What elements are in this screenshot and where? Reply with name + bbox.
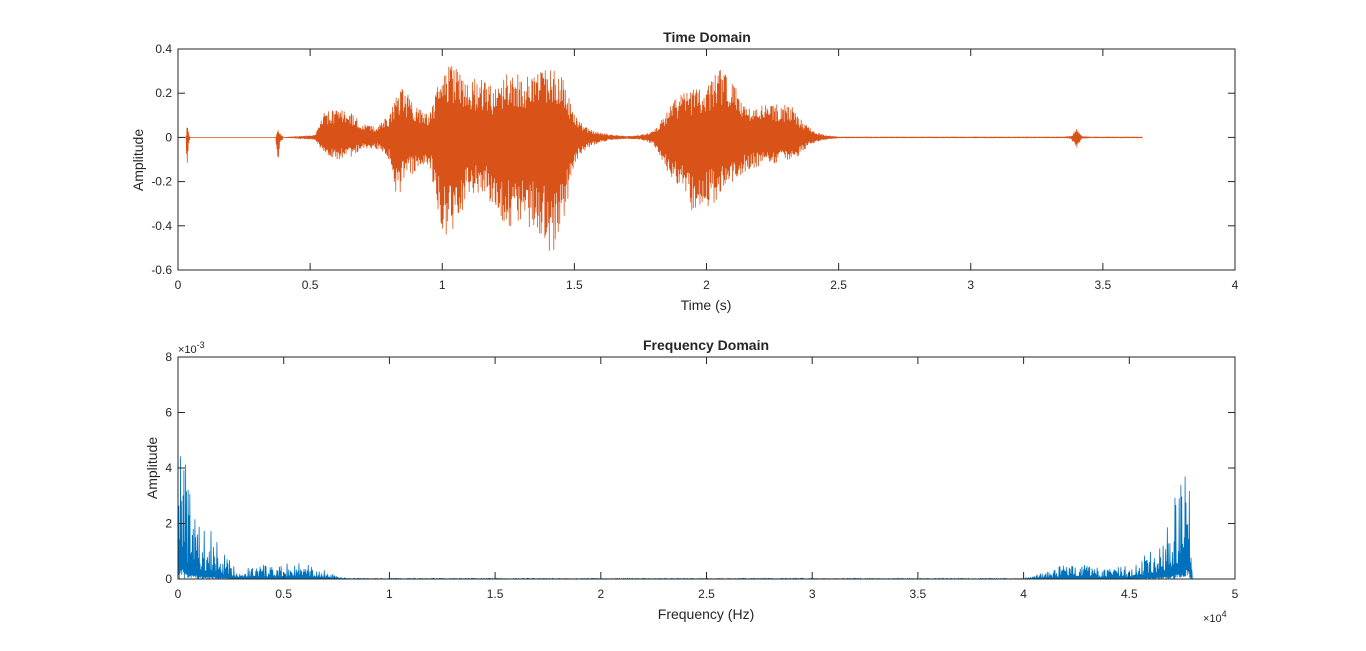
time-domain-axes: Time Domain 0 0.5 1 1.5 2 2.5 3 3.5 4 -0.6-0.4-0… <box>130 29 1239 313</box>
x-tick-label: 3.5 <box>910 587 927 601</box>
x-tick-label: 2.5 <box>698 587 715 601</box>
x-tick-label: 0 <box>175 278 182 292</box>
x-tick-label: 4 <box>1020 587 1027 601</box>
x-tick-label: 1.5 <box>487 587 504 601</box>
x-tick-label: 3 <box>809 587 816 601</box>
x-tick-label: 1 <box>386 587 393 601</box>
x-tick-label: 4.5 <box>1121 587 1138 601</box>
y-tick-label: 0.2 <box>155 86 172 100</box>
x-tick-label: 0.5 <box>302 278 319 292</box>
x-tick-label: 3 <box>967 278 974 292</box>
time-domain-y-ticks: -0.6 -0.4 -0.2 0 0.2 0.4 <box>151 42 1235 277</box>
x-tick-label: 2 <box>597 587 604 601</box>
y-tick-label: 0.4 <box>155 42 172 56</box>
y-tick-label: -0.4 <box>151 219 172 233</box>
x-tick-label: 0.5 <box>275 587 292 601</box>
x-tick-label: 3.5 <box>1095 278 1112 292</box>
time-domain-title: Time Domain <box>663 29 751 45</box>
frequency-domain-x-axis-label: Frequency (Hz) <box>658 606 754 622</box>
x-tick-label: 2.5 <box>830 278 847 292</box>
y-tick-label: 6 <box>165 406 172 420</box>
time-domain-signal <box>177 65 1143 251</box>
y-tick-label: -0.6 <box>151 263 172 277</box>
time-domain-series-line <box>177 65 1143 251</box>
x-tick-label: 5 <box>1232 587 1239 601</box>
frequency-domain-x-exponent: ×104 <box>1203 609 1227 625</box>
frequency-domain-y-axis-label: Amplitude <box>144 437 160 499</box>
time-domain-x-axis-label: Time (s) <box>681 297 732 313</box>
y-tick-label: 0 <box>165 130 172 144</box>
x-tick-label: 4 <box>1232 278 1239 292</box>
y-tick-label: 8 <box>165 350 172 364</box>
x-tick-label: 0 <box>175 587 182 601</box>
x-tick-label: 1.5 <box>566 278 583 292</box>
frequency-domain-axes: Frequency Domain 0 0.5 1 1.5 2 2.5 3 3.5 4 4.5 5 0… <box>144 337 1239 625</box>
y-tick-label: 4 <box>165 461 172 475</box>
time-domain-x-ticks: 0 0.5 1 1.5 2 2.5 3 3.5 4 <box>175 49 1239 292</box>
x-tick-label: 2 <box>703 278 710 292</box>
time-domain-y-axis-label: Amplitude <box>130 129 146 191</box>
frequency-domain-x-ticks: 0 0.5 1 1.5 2 2.5 3 3.5 4 4.5 5 <box>175 357 1239 601</box>
x-tick-label: 1 <box>439 278 446 292</box>
frequency-domain-title: Frequency Domain <box>643 337 769 353</box>
y-tick-label: -0.2 <box>151 175 172 189</box>
y-tick-label: 0 <box>165 572 172 586</box>
frequency-domain-y-ticks: 0 2 4 6 8 <box>165 350 1235 586</box>
y-tick-label: 2 <box>165 517 172 531</box>
